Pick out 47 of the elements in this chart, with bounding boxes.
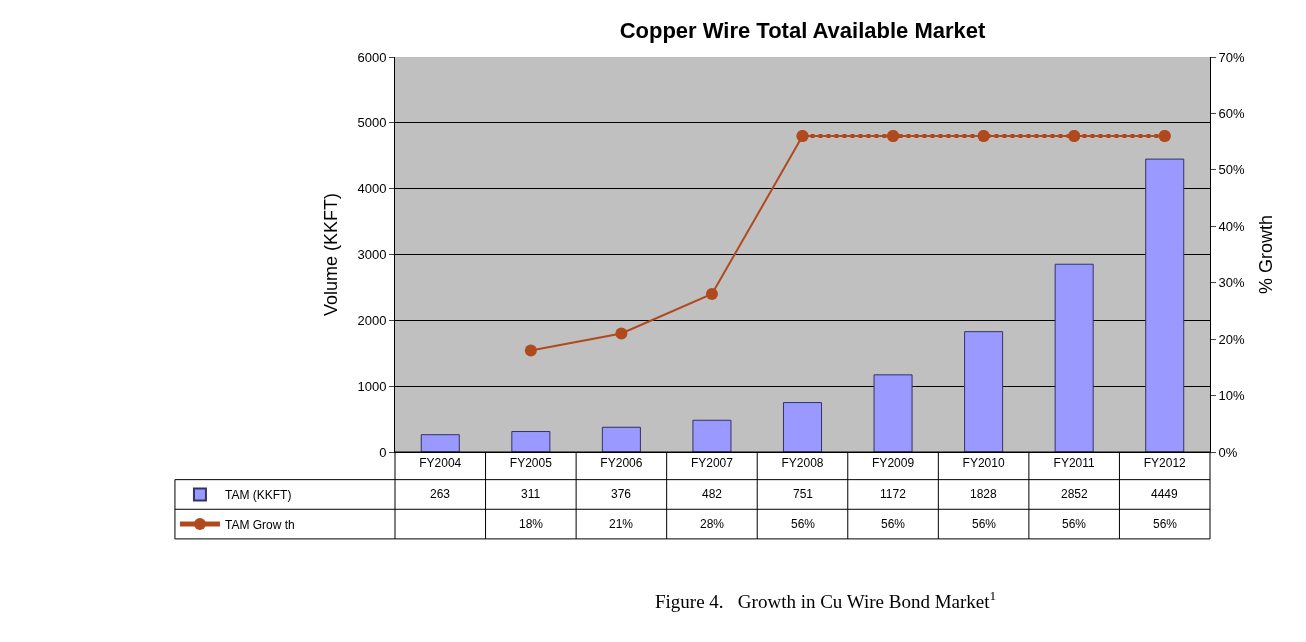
- x-tick-label: FY2012: [1143, 456, 1187, 471]
- data-label: 21%: [609, 517, 634, 531]
- data-label: 2852: [1061, 487, 1089, 501]
- data-label: 482: [702, 487, 723, 501]
- data-label: 56%: [1153, 517, 1178, 531]
- y-axis-title: Volume (KKFT): [320, 192, 341, 317]
- legend-label: TAM (KKFT): [224, 488, 292, 503]
- y2-tick-label: 0%: [1218, 444, 1238, 460]
- y2-axis-title: % Growth: [1256, 214, 1277, 295]
- y2-tick-label: 10%: [1218, 388, 1246, 404]
- data-label: 1172: [880, 487, 907, 501]
- x-tick-label: FY2009: [872, 456, 915, 471]
- data-label: 751: [793, 487, 814, 501]
- y2-tick-label: 20%: [1218, 331, 1246, 347]
- y-tick-label: 3000: [357, 247, 387, 263]
- legend-label: TAM Grow th: [224, 517, 295, 532]
- y2-tick-label: 60%: [1218, 105, 1246, 121]
- y-tick-label: 6000: [357, 49, 387, 65]
- data-label: 263: [430, 487, 451, 501]
- x-tick-label: FY2006: [600, 456, 643, 471]
- y-tick-label: 0: [379, 444, 387, 460]
- x-tick-label: FY2004: [419, 456, 462, 471]
- y2-tick-label: 40%: [1218, 218, 1246, 234]
- x-tick-label: FY2007: [690, 456, 734, 471]
- data-label: 18%: [519, 517, 544, 531]
- y-tick-label: 1000: [357, 378, 387, 394]
- data-label: 56%: [791, 517, 816, 531]
- y2-tick-label: 50%: [1218, 162, 1246, 178]
- data-label: 56%: [881, 517, 906, 531]
- x-tick-label: FY2010: [962, 456, 1005, 471]
- x-tick-label: FY2005: [509, 456, 553, 471]
- data-label: 56%: [972, 517, 997, 531]
- y-tick-label: 4000: [357, 181, 387, 197]
- x-tick-label: FY2008: [781, 456, 824, 471]
- data-label: 376: [611, 487, 632, 501]
- y2-tick-label: 70%: [1218, 49, 1246, 65]
- y-tick-label: 2000: [357, 312, 387, 328]
- x-tick-label: FY2011: [1053, 456, 1096, 471]
- caption: Figure 4. Growth in Cu Wire Bond Market$^{1}$: [655, 588, 997, 612]
- data-label: 56%: [1062, 517, 1087, 531]
- data-label: 4449: [1151, 487, 1179, 501]
- data-label: 1828: [970, 487, 998, 501]
- data-label: 311: [521, 487, 541, 501]
- data-label: 28%: [700, 517, 725, 531]
- chart-title: Copper Wire Total Available Market: [619, 17, 987, 43]
- y-tick-label: 5000: [357, 115, 387, 131]
- y2-tick-label: 30%: [1218, 275, 1246, 291]
